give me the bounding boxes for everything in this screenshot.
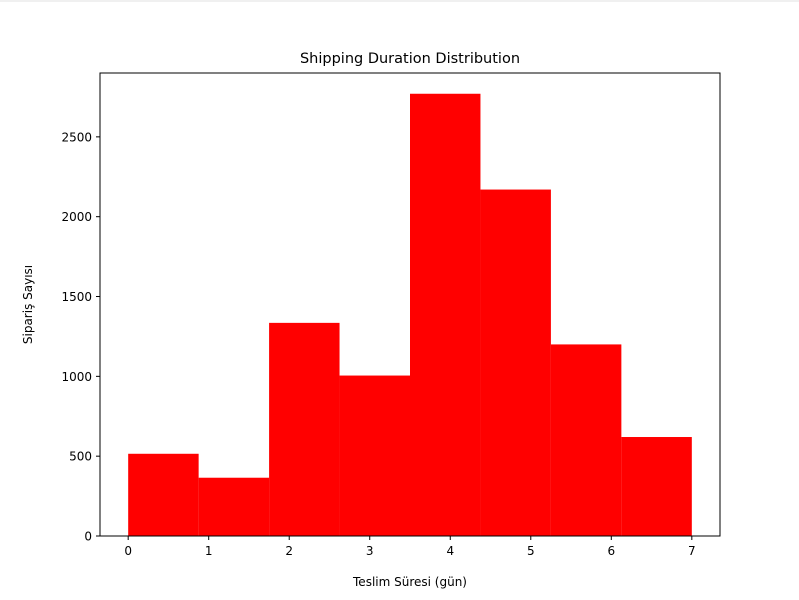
histogram-bar bbox=[550, 344, 622, 536]
y-tick-label: 500 bbox=[69, 450, 92, 464]
x-tick-label: 6 bbox=[607, 544, 615, 558]
histogram-bar bbox=[410, 93, 481, 536]
y-tick-label: 2500 bbox=[61, 130, 92, 144]
axes-frame bbox=[99, 72, 721, 537]
x-tick-label: 5 bbox=[527, 544, 535, 558]
histogram-bar bbox=[269, 322, 340, 536]
x-tick-label: 0 bbox=[124, 544, 132, 558]
y-tick-label: 0 bbox=[84, 530, 92, 544]
x-tick-label: 4 bbox=[446, 544, 454, 558]
y-axis-label: Sipariş Sayısı bbox=[21, 265, 35, 344]
window-top-border bbox=[0, 0, 799, 2]
x-axis-ticks: 0 1 2 3 4 5 6 7 bbox=[124, 536, 696, 558]
histogram-bar bbox=[480, 189, 551, 536]
x-axis-label: Teslim Süresi (gün) bbox=[352, 575, 467, 589]
x-tick-label: 3 bbox=[366, 544, 374, 558]
y-tick-label: 2000 bbox=[61, 210, 92, 224]
histogram-bar bbox=[198, 477, 270, 536]
x-tick-label: 7 bbox=[688, 544, 696, 558]
histogram-bar bbox=[128, 453, 199, 536]
chart-title: Shipping Duration Distribution bbox=[300, 51, 520, 67]
y-tick-label: 1500 bbox=[61, 290, 92, 304]
histogram-bars bbox=[128, 93, 692, 536]
x-tick-label: 1 bbox=[205, 544, 213, 558]
histogram-bar bbox=[339, 375, 410, 536]
histogram-bar bbox=[621, 437, 692, 536]
x-tick-label: 2 bbox=[285, 544, 293, 558]
y-axis-ticks: 0 500 1000 1500 2000 2500 bbox=[61, 130, 100, 544]
y-tick-label: 1000 bbox=[61, 370, 92, 384]
